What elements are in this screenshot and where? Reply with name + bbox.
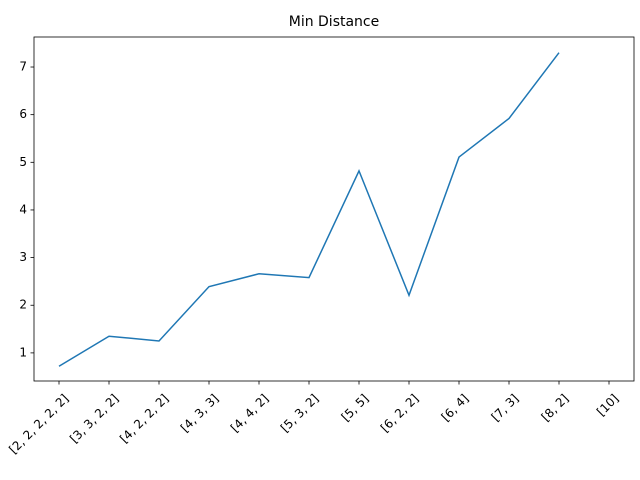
chart-title: Min Distance: [289, 14, 380, 30]
y-tick-label: 7: [19, 60, 27, 74]
x-tick-label: [4, 3, 3]: [178, 391, 222, 435]
x-tick-label: [4, 4, 2]: [228, 391, 272, 435]
y-tick-label: 3: [19, 250, 27, 264]
plot-frame: [33, 36, 635, 382]
y-tick-label: 4: [19, 202, 27, 216]
x-tick-label: [5, 3, 2]: [278, 391, 322, 435]
x-tick-label: [4, 2, 2, 2]: [117, 391, 171, 445]
x-tick-label: [10]: [594, 391, 621, 418]
y-tick-label: 5: [19, 155, 27, 169]
data-line: [58, 52, 560, 367]
x-tick-label: [6, 4]: [439, 391, 472, 424]
y-tick-label: 2: [19, 298, 27, 312]
y-tick-label: 6: [19, 107, 27, 121]
x-tick-label: [3, 3, 2, 2]: [67, 391, 121, 445]
x-tick-label: [8, 2]: [539, 391, 572, 424]
y-tick-label: 1: [19, 345, 27, 359]
x-tick-label: [7, 3]: [489, 391, 522, 424]
x-tick-label: [5, 5]: [339, 391, 372, 424]
x-tick-label: [2, 2, 2, 2, 2]: [6, 391, 71, 456]
x-tick-label: [6, 2, 2]: [378, 391, 422, 435]
